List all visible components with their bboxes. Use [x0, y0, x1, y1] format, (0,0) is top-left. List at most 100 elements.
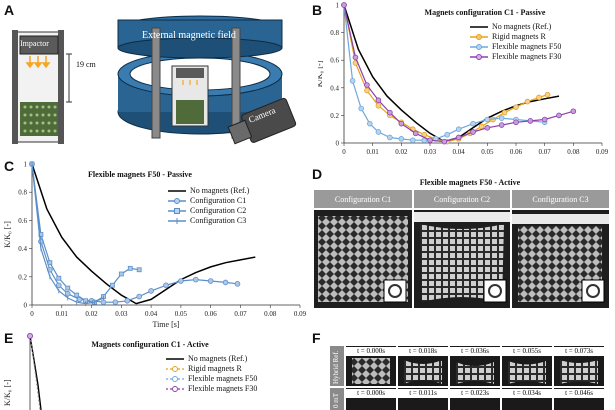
- setup-illustration: [12, 15, 297, 145]
- B-series-3-point: [527, 118, 534, 124]
- panel-d-label: D: [312, 166, 323, 182]
- legend-e-ref: No magnets (Ref.): [188, 354, 248, 363]
- B-series-2-point: [387, 134, 393, 141]
- frame-r2-5: t = 0.046s: [554, 388, 604, 410]
- frame-r1-3: t = 0.036s: [450, 346, 500, 386]
- frame-r1-2: t = 0.018s: [398, 346, 448, 386]
- C-xtick-label: 0.08: [264, 310, 277, 318]
- frame-r2-1: t = 0.000s: [346, 388, 396, 410]
- B-xtick-label: 0.09: [596, 148, 609, 156]
- C-xtick-label: 0.02: [85, 310, 98, 318]
- C-series-1-point: [222, 279, 229, 286]
- field-label: External magnetic field: [142, 30, 236, 41]
- B-ytick-label: 0: [336, 140, 340, 148]
- B-series-3-point: [375, 97, 382, 104]
- C-series-1-point: [178, 278, 184, 284]
- frame-r1-3-time: t = 0.036s: [450, 347, 500, 356]
- C-series-1-point: [207, 278, 214, 284]
- config-photo-c2: [414, 210, 510, 308]
- B-series-3-point: [541, 116, 548, 123]
- B-ytick-label: 1: [336, 2, 340, 10]
- legend-e-rigid: Rigid magnets R: [188, 364, 242, 373]
- frame-r1-2-time: t = 0.018s: [398, 347, 448, 356]
- C-series-1-point: [112, 299, 119, 305]
- B-series-3-point: [412, 130, 419, 137]
- config-photo-c1: [314, 210, 412, 308]
- B-xtick-label: 0.03: [424, 148, 437, 156]
- B-series-3-point: [441, 138, 448, 145]
- C-xtick-label: 0.09: [294, 310, 307, 318]
- B-series-3-point: [484, 125, 491, 131]
- B-series-2-point: [498, 115, 505, 121]
- B-xtick-label: 0.02: [395, 148, 408, 156]
- C-series-2-point: [47, 260, 53, 266]
- legend-e-f50: Flexible magnets F50: [188, 374, 258, 383]
- B-series-1-point: [524, 98, 531, 105]
- height-label: 19 cm: [76, 60, 96, 69]
- B-series-3-point: [387, 109, 393, 116]
- frame-r2-4: t = 0.034s: [502, 388, 552, 410]
- B-series-3-point: [398, 120, 405, 127]
- B-xtick-label: 0.05: [481, 148, 494, 156]
- C-series-2-line: [31, 163, 140, 303]
- C-ytick-label: 0.4: [18, 245, 27, 253]
- frame-r2-5-time: t = 0.046s: [554, 389, 604, 398]
- panel-e-chart: K/K₀ [-]: [3, 333, 42, 410]
- C-ytick-label: 1: [24, 161, 28, 169]
- B-series-2-point: [455, 126, 462, 132]
- B-series-2-point: [470, 120, 476, 127]
- B-series-1-point: [536, 94, 542, 101]
- B-series-3-point: [570, 108, 577, 115]
- config-photo-c3: [512, 210, 609, 308]
- C-series-2-point: [118, 271, 124, 277]
- frame-r1-1-time: t = 0.000s: [346, 347, 396, 356]
- B-series-3-point: [455, 134, 462, 141]
- C-series-1-point: [192, 276, 199, 283]
- frame-r1-5-time: t = 0.073s: [554, 347, 604, 356]
- legend-b-f30: Flexible magnets F30: [492, 52, 562, 61]
- C-series-1-point: [100, 299, 107, 305]
- B-series-1-point: [364, 87, 370, 94]
- frame-r2-3: t = 0.023s: [450, 388, 500, 410]
- panel-b-label: B: [312, 2, 323, 18]
- panel-d-title: Flexible magnets F50 - Active: [419, 178, 521, 187]
- row1-label-box: Hybrid Ref.: [330, 346, 344, 386]
- B-series-3-point: [341, 2, 347, 8]
- C-xlabel: Time [s]: [152, 320, 179, 329]
- panel-b-title: Magnets configuration C1 - Passive: [424, 8, 546, 17]
- B-series-3-point: [364, 82, 370, 88]
- C-ytick-label: 0.2: [18, 273, 27, 281]
- panel-c-title: Flexible magnets F50 - Passive: [88, 170, 192, 179]
- B-series-2-point: [398, 136, 405, 142]
- B-series-2-point: [358, 105, 364, 112]
- C-series-1-point: [124, 297, 131, 304]
- C-ylabel: K/K₀ [-]: [3, 221, 12, 248]
- legend-c-c2: Configuration C2: [190, 206, 247, 215]
- config-header-c1: Configuration C1: [314, 190, 412, 208]
- C-series-2-point: [74, 292, 80, 298]
- C-ytick-label: 0: [24, 302, 28, 310]
- C-series-2-point: [56, 275, 62, 281]
- C-xtick-label: 0: [30, 310, 34, 318]
- B-xtick-label: 0.07: [539, 148, 552, 156]
- B-series-3-point: [556, 112, 562, 119]
- frame-r2-2: t = 0.011s: [398, 388, 448, 410]
- B-series-1-point: [513, 104, 519, 110]
- C-series-2-point: [110, 282, 115, 288]
- B-series-3-point: [352, 54, 359, 61]
- B-series-3-point: [498, 122, 505, 128]
- row2-label-box: 0 mT: [330, 388, 344, 410]
- C-xtick-label: 0.06: [205, 310, 218, 318]
- panel-c-legend: No magnets (Ref.) Configuration C1 Confi…: [168, 186, 249, 226]
- C-xtick-label: 0.01: [56, 310, 69, 318]
- panel-e-ylabel: K/K₀ [-]: [3, 379, 12, 406]
- B-ytick-label: 0.8: [330, 29, 339, 37]
- panel-b-legend: No magnets (Ref.) Rigid magnets R Flexib…: [470, 22, 561, 62]
- B-xtick-label: 0.06: [510, 148, 523, 156]
- config-header-c2: Configuration C2: [414, 190, 510, 208]
- C-series-1-point: [64, 290, 71, 297]
- panel-e-label: E: [4, 330, 14, 346]
- B-xtick-label: 0.08: [567, 148, 580, 156]
- legend-b-rigid: Rigid magnets R: [492, 32, 546, 41]
- impactor-label: Impactor: [20, 39, 49, 48]
